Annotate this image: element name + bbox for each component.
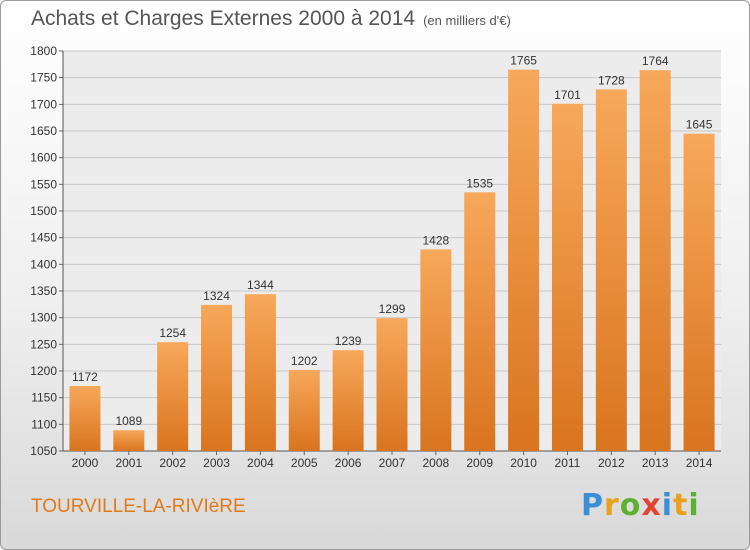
y-tick-label: 1550 (30, 177, 57, 191)
y-tick-label: 1050 (30, 444, 57, 458)
logo-letter: t (673, 488, 689, 523)
y-tick-label: 1650 (30, 124, 57, 138)
commune-name: TOURVILLE-LA-RIVIèRE (31, 496, 246, 517)
bar (288, 369, 320, 451)
bar (551, 103, 583, 452)
bar (420, 249, 452, 451)
x-tick-label: 2009 (466, 456, 493, 470)
y-tick-label: 1450 (30, 231, 57, 245)
y-tick-label: 1150 (31, 391, 57, 405)
bar (69, 385, 101, 451)
x-tick-label: 2013 (642, 456, 669, 470)
bar (157, 342, 189, 451)
logo-letter: r (604, 488, 620, 523)
x-tick-label: 2001 (115, 456, 142, 470)
y-tick-label: 1500 (30, 204, 57, 218)
data-label: 1324 (203, 289, 230, 303)
logo-letter: i (661, 488, 674, 523)
x-tick-label: 2010 (510, 456, 537, 470)
bar (201, 304, 233, 451)
bar (376, 318, 408, 451)
x-tick-label: 2006 (335, 456, 362, 470)
bar (683, 133, 715, 451)
data-label: 1239 (335, 334, 362, 348)
data-label: 1202 (291, 354, 318, 368)
logo-letter: x (641, 488, 662, 523)
logo-letter: P (581, 488, 604, 523)
x-tick-label: 2005 (291, 456, 318, 470)
x-tick-label: 2012 (598, 456, 625, 470)
data-label: 1254 (159, 326, 186, 340)
data-label: 1089 (115, 414, 142, 428)
data-label: 1701 (554, 88, 581, 102)
y-tick-label: 1800 (30, 44, 57, 58)
data-label: 1299 (379, 302, 406, 316)
y-tick-label: 1350 (30, 284, 57, 298)
bar (508, 69, 540, 452)
proxiti-logo: Proxiti (581, 488, 700, 523)
bar (595, 89, 627, 452)
y-tick-label: 1700 (30, 97, 57, 111)
y-tick-label: 1200 (30, 364, 57, 378)
data-label: 1728 (598, 73, 625, 87)
y-tick-label: 1400 (30, 257, 57, 271)
y-tick-label: 1750 (30, 71, 57, 85)
data-label: 1428 (423, 233, 450, 247)
y-tick-label: 1600 (30, 151, 57, 165)
bar (244, 294, 276, 451)
x-tick-label: 2011 (555, 456, 581, 470)
x-tick-label: 2008 (423, 456, 450, 470)
x-tick-label: 2003 (203, 456, 230, 470)
x-tick-label: 2007 (379, 456, 406, 470)
data-label: 1172 (72, 370, 98, 384)
data-label: 1645 (686, 118, 713, 132)
chart-title-line: Achats et Charges Externes 2000 à 2014 (e… (31, 7, 511, 31)
chart-title: Achats et Charges Externes 2000 à 2014 (31, 7, 416, 30)
x-tick-label: 2000 (72, 456, 99, 470)
bar (332, 350, 364, 451)
y-tick-label: 1250 (30, 337, 57, 351)
data-label: 1535 (466, 176, 493, 190)
bar (464, 192, 496, 452)
logo-letter: i (688, 488, 700, 523)
y-tick-label: 1100 (31, 417, 57, 431)
logo-letter: o (619, 488, 642, 523)
data-label: 1765 (510, 54, 537, 68)
x-tick-label: 2002 (159, 456, 186, 470)
data-label: 1344 (247, 278, 274, 292)
x-tick-label: 2004 (247, 456, 274, 470)
data-label: 1764 (642, 54, 669, 68)
bar (639, 70, 671, 451)
chart-subtitle: (en milliers d'€) (423, 13, 511, 28)
y-tick-label: 1300 (30, 311, 57, 325)
bar (113, 430, 145, 451)
x-tick-label: 2014 (686, 456, 713, 470)
